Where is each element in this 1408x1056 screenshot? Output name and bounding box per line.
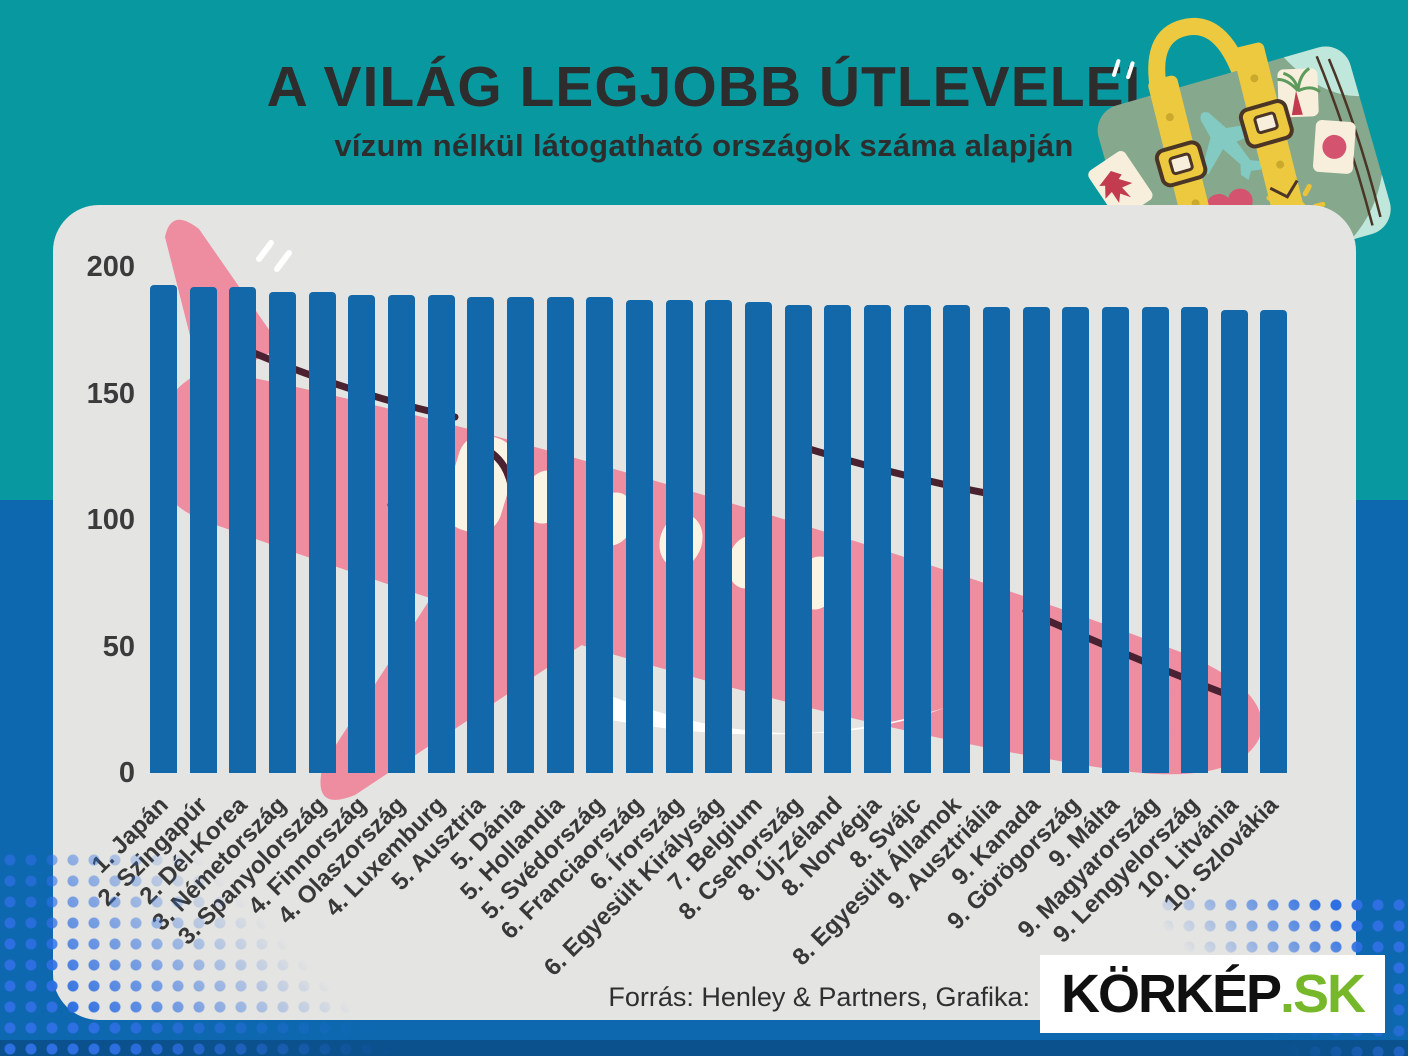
bar [189,287,217,773]
bar [863,304,891,773]
chart-panel: 0 50 100 150 200 1. Japán 2. Szingapúr 2. Dél-… [53,205,1356,1020]
korkep-logo: KÖRKÉP .SK [1040,955,1385,1033]
page-title: A VILÁG LEGJOBB ÚTLEVELEI [266,55,1142,119]
logo-text-suffix: .SK [1280,964,1366,1024]
bar [1181,307,1209,773]
bar [229,287,257,773]
bar [625,299,653,773]
bar [1141,307,1169,773]
bar [506,297,534,773]
y-tick-label: 150 [86,377,135,410]
bar [150,284,177,773]
page-subtitle: vízum nélkül látogatható országok száma … [334,127,1074,163]
strap-buckles [1154,99,1294,188]
bar [268,292,296,773]
bar [427,294,455,773]
y-tick-label: 100 [86,504,135,536]
y-tick-label: 200 [86,251,135,283]
bar [308,292,336,773]
bar [586,297,614,773]
y-tick-label: 50 [102,630,135,663]
bar [1260,310,1288,773]
tag-sticker [1313,120,1356,174]
logo-text-main: KÖRKÉP [1060,964,1282,1024]
bar [387,294,415,773]
bar [1220,310,1248,773]
bar [1062,307,1090,773]
bar [784,304,812,773]
bar [665,299,693,773]
bar [1101,307,1129,773]
y-tick-label: 0 [118,757,135,789]
bar [467,297,495,773]
source-credit: Forrás: Henley & Partners, Grafika: [608,982,1030,1012]
plane-tailfin [165,219,281,387]
background-bottom-strip [0,1040,1408,1056]
bar [903,304,931,773]
bar [705,299,733,773]
suitcase-handle [1148,17,1249,110]
bar [546,297,574,773]
bar [982,307,1010,773]
bar [1022,307,1050,773]
bar [824,304,852,773]
bar [943,304,971,773]
bar [744,302,772,773]
bar [348,294,376,773]
flag-sticker [1088,151,1153,220]
palm-sticker [1277,67,1322,118]
header: A VILÁG LEGJOBB ÚTLEVELEI vízum nélkül l… [0,55,1408,164]
